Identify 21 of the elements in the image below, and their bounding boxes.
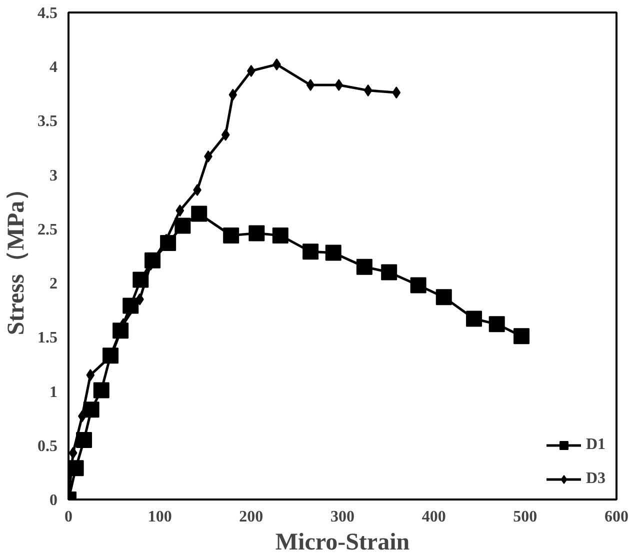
x-tick-label: 0 [64,508,72,526]
y-tick-label: 2.5 [38,221,58,238]
y-tick-label: 4 [50,59,58,76]
x-axis-title: Micro-Strain [275,530,410,556]
y-tick-label: 1.5 [38,330,58,347]
y-axis-title: Stress（MPa） [4,176,30,336]
x-tick-label: 500 [513,508,538,526]
y-tick-label: 3 [50,167,58,184]
legend-label: D1 [586,436,606,454]
x-tick-label: 200 [239,508,264,526]
y-tick-label: 0.5 [38,438,58,455]
y-tick-label: 0 [50,492,58,509]
y-tick-label: 3.5 [38,113,58,130]
y-tick-label: 4.5 [38,5,58,22]
legend-label: D3 [586,470,606,488]
y-tick-label: 2 [50,276,58,293]
x-tick-label: 400 [422,508,446,526]
x-tick-label: 100 [148,508,172,526]
y-tick-label: 1 [50,384,58,401]
x-tick-label: 600 [604,508,628,526]
x-tick-label: 300 [330,508,354,526]
